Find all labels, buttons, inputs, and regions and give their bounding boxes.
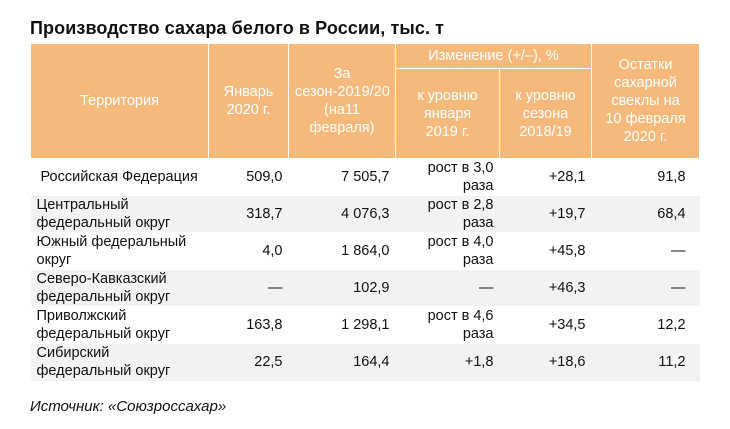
cell-remains: 12,2: [591, 306, 700, 344]
cell-vs-season: +18,6: [499, 343, 592, 381]
cell-vs-jan2019: рост в 2,8 раза: [395, 195, 500, 233]
cell-jan2020: —: [208, 269, 289, 307]
cell-vs-jan2019: +1,8: [395, 343, 500, 381]
cell-remains: 11,2: [591, 343, 700, 381]
cell-season: 1 864,0: [288, 232, 396, 270]
table-row: Южный федеральный округ 4,0 1 864,0 рост…: [30, 232, 700, 270]
table-row: Центральный федеральный округ 318,7 4 07…: [30, 195, 700, 233]
cell-vs-jan2019: рост в 4,6 раза: [395, 306, 500, 344]
cell-territory: Северо-Кавказский федеральный округ: [30, 269, 209, 307]
table-row: Приволжский федеральный округ 163,8 1 29…: [30, 306, 700, 344]
cell-territory: Российская Федерация: [30, 158, 209, 196]
cell-season: 164,4: [288, 343, 396, 381]
source-note: Источник: «Союзроссахар»: [30, 398, 227, 415]
cell-season: 1 298,1: [288, 306, 396, 344]
page-title: Производство сахара белого в России, тыс…: [30, 18, 445, 38]
header-jan2020: Январь 2020 г.: [208, 43, 289, 159]
sugar-production-table: Территория Январь 2020 г. За сезон-2019/…: [30, 43, 701, 381]
cell-jan2020: 4,0: [208, 232, 289, 270]
cell-remains: 91,8: [591, 158, 700, 196]
header-change-group: Изменение (+/–), %: [394, 43, 593, 69]
cell-vs-jan2019: —: [395, 269, 500, 307]
table-row: Российская Федерация 509,0 7 505,7 рост …: [30, 158, 700, 196]
header-remains: Остатки сахарной свеклы на 10 февраля 20…: [591, 43, 701, 159]
header-vs-season: к уровню сезона 2018/19: [498, 68, 593, 159]
cell-remains: 68,4: [591, 195, 700, 233]
cell-vs-jan2019: рост в 4,0 раза: [395, 232, 500, 270]
cell-jan2020: 509,0: [208, 158, 289, 196]
cell-season: 102,9: [288, 269, 396, 307]
cell-vs-season: +46,3: [499, 269, 592, 307]
header-vs-jan2019: к уровню января 2019 г.: [395, 68, 500, 159]
header-season: За сезон-2019/20 (на11 февраля): [288, 43, 396, 159]
cell-territory: Сибирский федеральный округ: [30, 343, 209, 381]
cell-jan2020: 163,8: [208, 306, 289, 344]
cell-season: 7 505,7: [288, 158, 396, 196]
cell-vs-season: +19,7: [499, 195, 592, 233]
header-territory: Территория: [30, 43, 209, 159]
cell-vs-season: +45,8: [499, 232, 592, 270]
table-row: Сибирский федеральный округ 22,5 164,4 +…: [30, 343, 700, 381]
cell-vs-season: +34,5: [499, 306, 592, 344]
cell-jan2020: 318,7: [208, 195, 289, 233]
cell-season: 4 076,3: [288, 195, 396, 233]
table-row: Северо-Кавказский федеральный округ — 10…: [30, 269, 700, 307]
cell-vs-jan2019: рост в 3,0 раза: [395, 158, 500, 196]
cell-vs-season: +28,1: [499, 158, 592, 196]
cell-remains: —: [591, 269, 700, 307]
cell-territory: Центральный федеральный округ: [30, 195, 209, 233]
cell-territory: Южный федеральный округ: [30, 232, 209, 270]
cell-territory: Приволжский федеральный округ: [30, 306, 209, 344]
cell-remains: —: [591, 232, 700, 270]
cell-jan2020: 22,5: [208, 343, 289, 381]
